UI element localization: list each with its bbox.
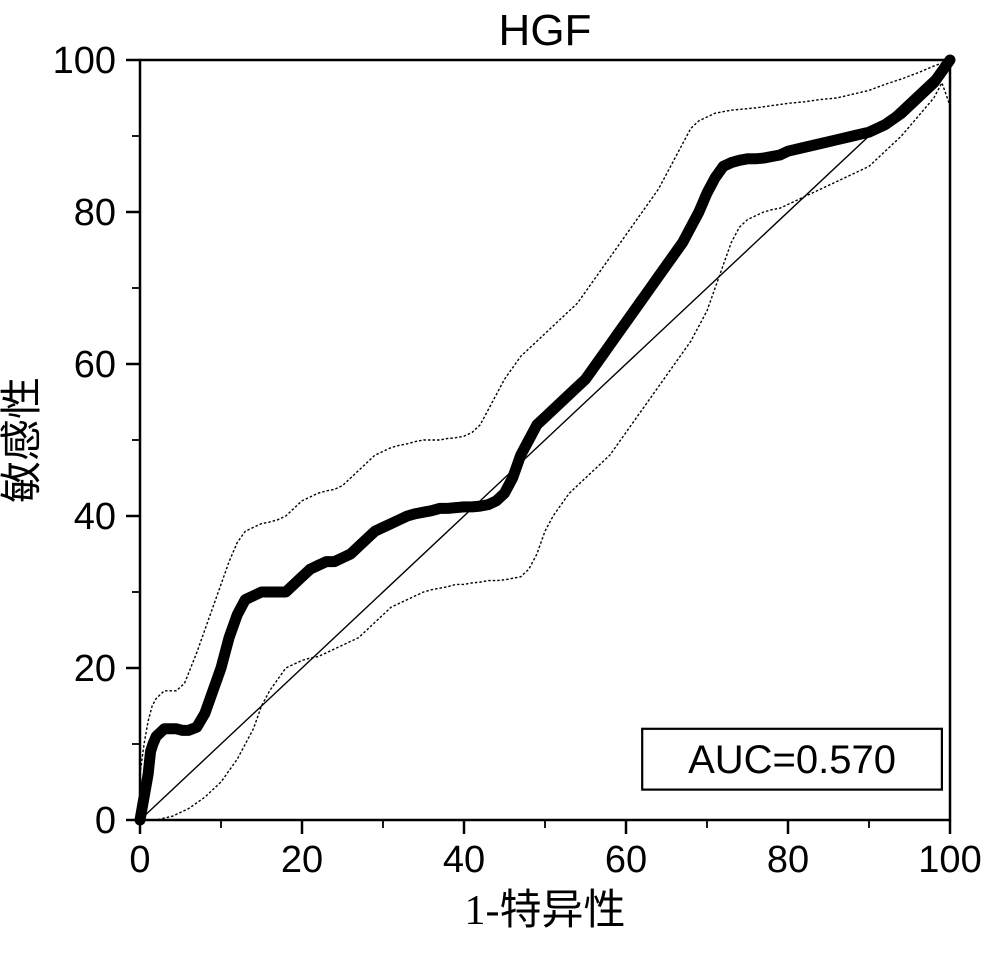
y-axis-title: 敏感性 xyxy=(0,377,46,503)
x-tick-label: 80 xyxy=(767,839,809,881)
y-tick-label: 100 xyxy=(53,40,116,82)
y-axis-ticks: 0 20 40 60 80 100 xyxy=(53,40,140,842)
y-tick-label: 40 xyxy=(74,496,116,538)
lower-confidence-band xyxy=(140,83,950,820)
x-tick-label: 60 xyxy=(605,839,647,881)
x-axis-title: 1-特异性 xyxy=(465,888,626,934)
roc-chart-svg: HGF 020406080100 020406080100 AUC=0.570 … xyxy=(0,0,987,961)
chart-title: HGF xyxy=(499,6,592,55)
x-tick-label: 0 xyxy=(129,839,150,881)
x-tick-label: 100 xyxy=(918,839,981,881)
y-tick-label: 60 xyxy=(74,344,116,386)
x-axis-ticks: 0 20 40 60 80 100 xyxy=(129,820,981,881)
y-tick-label: 0 xyxy=(95,800,116,842)
x-tick-label: 40 xyxy=(443,839,485,881)
diagonal-reference-line xyxy=(140,60,950,820)
x-tick-label: 20 xyxy=(281,839,323,881)
y-tick-label: 80 xyxy=(74,192,116,234)
roc-chart-container: HGF 020406080100 020406080100 AUC=0.570 … xyxy=(0,0,987,961)
auc-annotation-text: AUC=0.570 xyxy=(688,738,896,782)
y-tick-label: 20 xyxy=(74,648,116,690)
